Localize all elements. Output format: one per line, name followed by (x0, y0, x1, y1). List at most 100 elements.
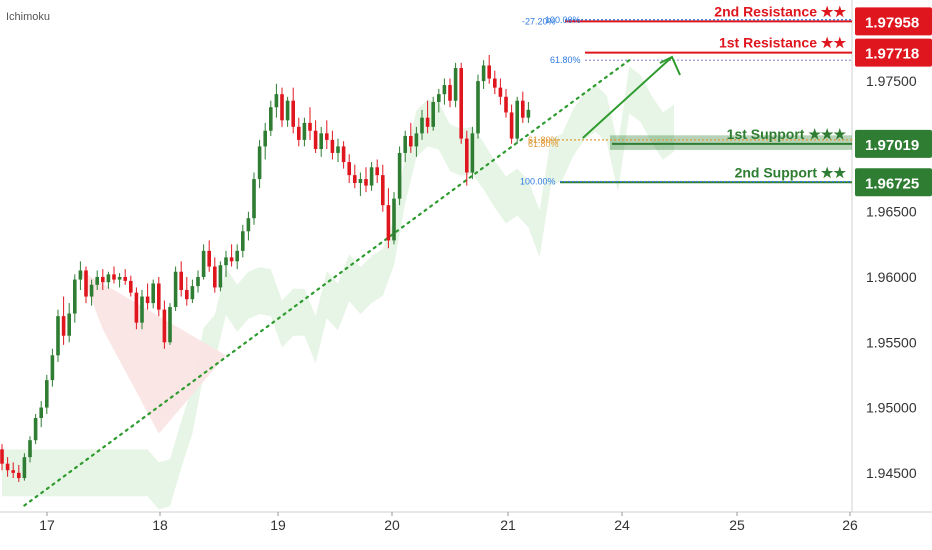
candle-body (465, 138, 469, 173)
candle-body (56, 316, 60, 356)
candle-body (403, 135, 407, 153)
candle (347, 154, 351, 183)
candle-body (509, 112, 514, 139)
level-title-2: 1st Resistance ★★ (719, 35, 846, 51)
cloud-bullish (2, 66, 674, 510)
candle-body (498, 87, 503, 97)
candle-body (45, 380, 49, 408)
candle-body (5, 463, 10, 471)
price-label-box (855, 168, 932, 197)
candle (414, 126, 419, 157)
candle-body (252, 179, 256, 219)
candle (341, 141, 346, 169)
candle-body (224, 257, 228, 266)
candle (420, 109, 424, 140)
candle-body (106, 274, 111, 283)
candle (11, 462, 15, 479)
candle-body (246, 218, 251, 232)
x-tick-label: 19 (270, 517, 286, 533)
candle-body (397, 152, 402, 199)
candle-body (129, 280, 133, 293)
candle (521, 91, 525, 123)
fib-label-1: -27.20% (522, 16, 556, 26)
candle (45, 374, 49, 415)
candle (67, 303, 71, 343)
level-title-3: 1st Support ★★★ (727, 126, 847, 142)
candle-body (0, 449, 4, 464)
fib-label-2: 100.00% (545, 15, 581, 25)
x-tick-label: 20 (384, 517, 400, 533)
candle-body (235, 250, 239, 262)
candle-body (353, 175, 357, 183)
y-tick-label: 1.94500 (866, 465, 917, 481)
x-tick-label: 24 (614, 517, 630, 533)
candle-body (453, 68, 458, 101)
candle (515, 96, 519, 144)
price-label-box (855, 129, 932, 158)
candle-body (185, 290, 189, 300)
candle-body (50, 355, 55, 381)
candle-body (437, 94, 441, 103)
candle (269, 100, 273, 136)
candle-body (330, 139, 335, 153)
candle-body (504, 96, 508, 113)
price-label-2: 1.97718 (855, 38, 932, 67)
candle-body (134, 292, 139, 323)
candle-body (409, 135, 413, 147)
candle-body (11, 470, 15, 473)
candle-body (145, 296, 150, 304)
candle-body (95, 276, 99, 285)
candle-body (179, 271, 183, 291)
candle (218, 261, 223, 292)
candle (481, 60, 486, 89)
candle-body (257, 146, 262, 180)
candle-body (241, 231, 245, 251)
price-label-text: 1.96725 (865, 175, 919, 192)
candle (498, 78, 503, 105)
candle (117, 273, 122, 288)
candle (319, 126, 323, 157)
level-title-4: 2nd Support ★★ (735, 164, 847, 180)
fib-label-4: 61.80% (528, 135, 559, 145)
candle (487, 55, 491, 84)
candle-body (117, 276, 122, 280)
candle (229, 244, 234, 267)
candle (224, 250, 228, 277)
candle (397, 146, 402, 206)
candle (145, 283, 150, 310)
candle (235, 244, 239, 270)
candle (425, 100, 430, 134)
candlesticks[interactable] (0, 55, 531, 482)
candle (95, 270, 99, 291)
candle-body (325, 133, 329, 140)
candle (168, 303, 172, 345)
price-axis[interactable]: 1.975001.970001.965001.960001.955001.950… (855, 7, 932, 481)
candle-body (493, 78, 497, 88)
y-tick-label: 1.95500 (866, 334, 917, 350)
forecast-arrow-shaft (582, 56, 673, 139)
candle-body (364, 179, 368, 186)
candle (185, 276, 189, 306)
candle-body (476, 81, 480, 134)
candle (257, 139, 262, 189)
indicator-name[interactable]: Ichimoku (6, 11, 51, 23)
candle (353, 164, 357, 189)
x-tick-label: 21 (500, 517, 516, 533)
price-label-text: 1.97019 (865, 137, 919, 154)
candle-body (22, 457, 27, 479)
candle-body (229, 257, 234, 262)
price-label-text: 1.97718 (865, 46, 919, 63)
candle-body (17, 472, 21, 479)
candle (84, 266, 88, 304)
candle (330, 130, 335, 160)
candle (409, 122, 413, 153)
candle-body (73, 279, 77, 314)
candle (140, 290, 144, 330)
candle-body (431, 102, 435, 127)
x-tick-label: 17 (39, 517, 55, 533)
candle (476, 74, 480, 139)
candle (263, 122, 267, 160)
time-axis[interactable]: 17 18 19 20 21 24 25 26 (39, 512, 858, 533)
candle-body (39, 407, 43, 418)
